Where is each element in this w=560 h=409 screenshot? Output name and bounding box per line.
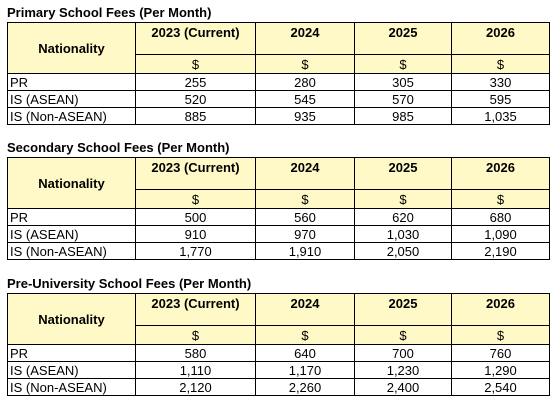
fee-cell: 595 (451, 90, 550, 108)
fee-cell: 640 (255, 344, 355, 362)
fee-cell: 970 (255, 225, 355, 243)
fee-cell: 680 (451, 208, 550, 226)
section-title: Primary School Fees (Per Month) (7, 5, 212, 20)
fee-cell: 560 (255, 208, 355, 226)
data-row: IS (ASEAN) 1,110 1,170 1,230 1,290 (7, 361, 550, 379)
nationality-cell: IS (ASEAN) (7, 361, 136, 379)
fee-cell: 1,090 (451, 225, 550, 243)
fee-table: Nationality 2023 (Current) 2024 2025 2026 $ $ $… (7, 156, 550, 260)
unit-header: $ (354, 54, 452, 74)
year-header: 2025 (354, 21, 452, 56)
fee-cell: 935 (255, 107, 355, 125)
fee-cell: 1,035 (451, 107, 550, 125)
year-header: 2026 (451, 21, 550, 56)
fee-cell: 1,910 (255, 242, 355, 260)
fee-cell: 500 (135, 208, 256, 226)
fee-cell: 305 (354, 73, 452, 91)
fee-cell: 885 (135, 107, 256, 125)
fee-cell: 620 (354, 208, 452, 226)
fee-cell: 985 (354, 107, 452, 125)
fee-cell: 1,290 (451, 361, 550, 379)
data-row: PR 255 280 305 330 (7, 73, 550, 91)
section-title: Pre-University School Fees (Per Month) (7, 276, 252, 291)
fee-cell: 520 (135, 90, 256, 108)
year-header: 2024 (255, 292, 355, 327)
nationality-cell: IS (ASEAN) (7, 90, 136, 108)
fee-cell: 280 (255, 73, 355, 91)
nationality-cell: PR (7, 344, 136, 362)
data-row: IS (Non-ASEAN) 1,770 1,910 2,050 2,190 (7, 242, 550, 260)
fee-section: Secondary School Fees (Per Month) Nationa… (7, 139, 550, 260)
unit-header: $ (255, 54, 355, 74)
fee-cell: 2,120 (135, 378, 256, 396)
data-row: PR 500 560 620 680 (7, 208, 550, 226)
fee-cell: 1,030 (354, 225, 452, 243)
unit-header: $ (451, 54, 550, 74)
year-header: 2025 (354, 292, 452, 327)
year-header: 2026 (451, 156, 550, 191)
unit-header: $ (255, 325, 355, 345)
fee-cell: 760 (451, 344, 550, 362)
data-row: IS (ASEAN) 520 545 570 595 (7, 90, 550, 108)
unit-header: $ (135, 54, 256, 74)
fee-cell: 1,110 (135, 361, 256, 379)
fee-cell: 2,260 (255, 378, 355, 396)
nationality-cell: IS (Non-ASEAN) (7, 107, 136, 125)
year-header: 2023 (Current) (135, 156, 256, 191)
year-header: 2024 (255, 156, 355, 191)
year-header: 2023 (Current) (135, 21, 256, 56)
nationality-cell: IS (Non-ASEAN) (7, 378, 136, 396)
fee-table: Nationality 2023 (Current) 2024 2025 2026 $ $ $… (7, 292, 550, 396)
fee-cell: 2,050 (354, 242, 452, 260)
fee-cell: 700 (354, 344, 452, 362)
section-title: Secondary School Fees (Per Month) (7, 140, 230, 155)
nationality-cell: IS (ASEAN) (7, 225, 136, 243)
fee-cell: 910 (135, 225, 256, 243)
fee-cell: 2,400 (354, 378, 452, 396)
nationality-cell: PR (7, 73, 136, 91)
nationality-header: Nationality (7, 22, 136, 74)
unit-row: $ $ $ $ (8, 54, 550, 74)
unit-header: $ (451, 189, 550, 209)
data-row: IS (ASEAN) 910 970 1,030 1,090 (7, 225, 550, 243)
fee-table: Nationality 2023 (Current) 2024 2025 2026 $ $ $… (7, 21, 550, 125)
fee-cell: 570 (354, 90, 452, 108)
year-header: 2025 (354, 156, 452, 191)
fee-cell: 1,770 (135, 242, 256, 260)
fee-section: Primary School Fees (Per Month) Nationali… (7, 4, 550, 125)
fee-cell: 545 (255, 90, 355, 108)
fee-cell: 255 (135, 73, 256, 91)
nationality-cell: PR (7, 208, 136, 226)
data-row: IS (Non-ASEAN) 2,120 2,260 2,400 2,540 (7, 378, 550, 396)
nationality-header: Nationality (7, 293, 136, 345)
header-row: Nationality 2023 (Current) 2024 2025 2026 (7, 21, 550, 74)
nationality-cell: IS (Non-ASEAN) (7, 242, 136, 260)
year-header: 2024 (255, 21, 355, 56)
unit-header: $ (135, 325, 256, 345)
unit-header: $ (451, 325, 550, 345)
unit-header: $ (354, 325, 452, 345)
nationality-header: Nationality (7, 157, 136, 209)
unit-header: $ (354, 189, 452, 209)
year-header: 2026 (451, 292, 550, 327)
header-row: Nationality 2023 (Current) 2024 2025 2026 (7, 156, 550, 209)
header-row: Nationality 2023 (Current) 2024 2025 2026 (7, 292, 550, 345)
fee-section: Pre-University School Fees (Per Month) Na… (7, 275, 550, 396)
fee-cell: 2,540 (451, 378, 550, 396)
data-row: PR 580 640 700 760 (7, 344, 550, 362)
unit-header: $ (255, 189, 355, 209)
fee-cell: 2,190 (451, 242, 550, 260)
fee-cell: 580 (135, 344, 256, 362)
data-row: IS (Non-ASEAN) 885 935 985 1,035 (7, 107, 550, 125)
fee-cell: 1,170 (255, 361, 355, 379)
unit-header: $ (135, 189, 256, 209)
fee-cell: 1,230 (354, 361, 452, 379)
fee-cell: 330 (451, 73, 550, 91)
year-header: 2023 (Current) (135, 292, 256, 327)
